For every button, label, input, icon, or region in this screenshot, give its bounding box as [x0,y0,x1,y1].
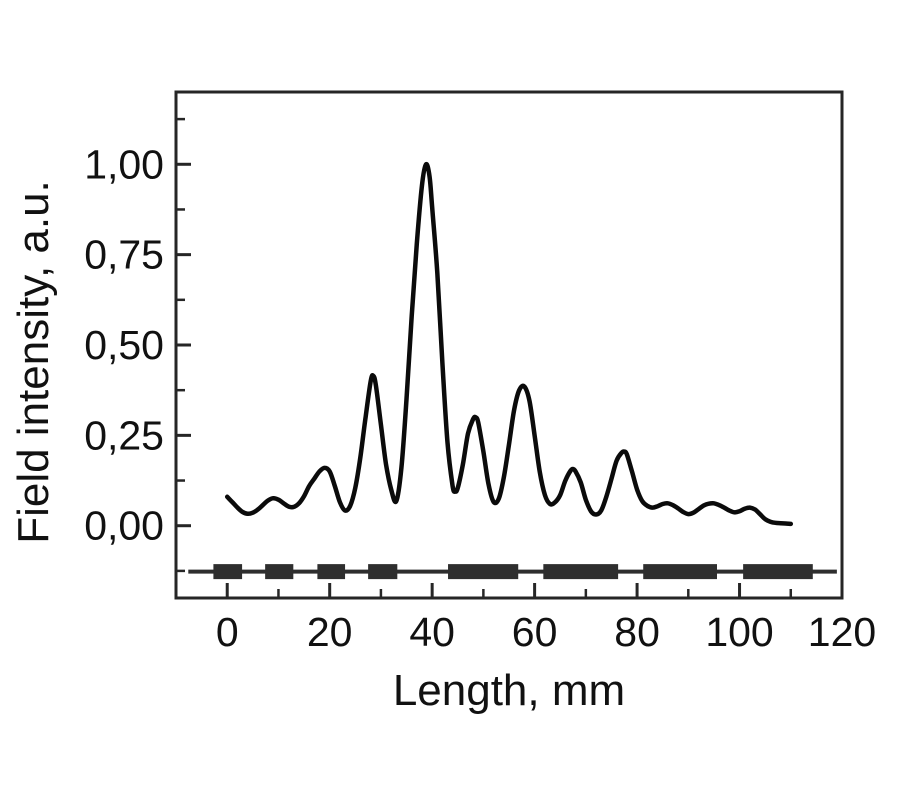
x-axis-tick-labels: 0 20 40 60 80 100 120 [216,609,876,655]
y-axis-title: Field intensity, a.u. [9,180,58,544]
x-axis-title: Length, mm [393,666,625,715]
x-tick-label: 0 [216,609,239,655]
y-tick-label: 1,00 [84,141,164,187]
y-tick-label: 0,75 [84,232,164,278]
y-axis-tick-labels: 0,00 0,25 0,50 0,75 1,00 [84,141,164,548]
axis-ticks [177,117,844,597]
schematic-bar-wide [543,564,619,580]
y-tick-label: 0,50 [84,322,164,368]
y-tick-label: 0,00 [84,503,164,549]
structure-schematic [188,564,837,580]
x-tick-label: 60 [512,609,558,655]
schematic-bar-narrow [265,564,294,580]
x-tick-label: 20 [307,609,353,655]
schematic-bar-wide [743,564,813,580]
schematic-bar-narrow [213,564,243,580]
schematic-bar-wide [643,564,717,580]
schematic-bar-wide [448,564,519,580]
y-tick-label: 0,25 [84,412,164,458]
x-tick-label: 100 [705,609,773,655]
schematic-bar-narrow [317,564,346,580]
schematic-bar-narrow [368,564,398,580]
x-tick-label: 80 [614,609,660,655]
plot-frame [174,90,844,600]
x-tick-label: 120 [808,609,876,655]
x-tick-label: 40 [409,609,455,655]
intensity-curve [224,161,794,527]
